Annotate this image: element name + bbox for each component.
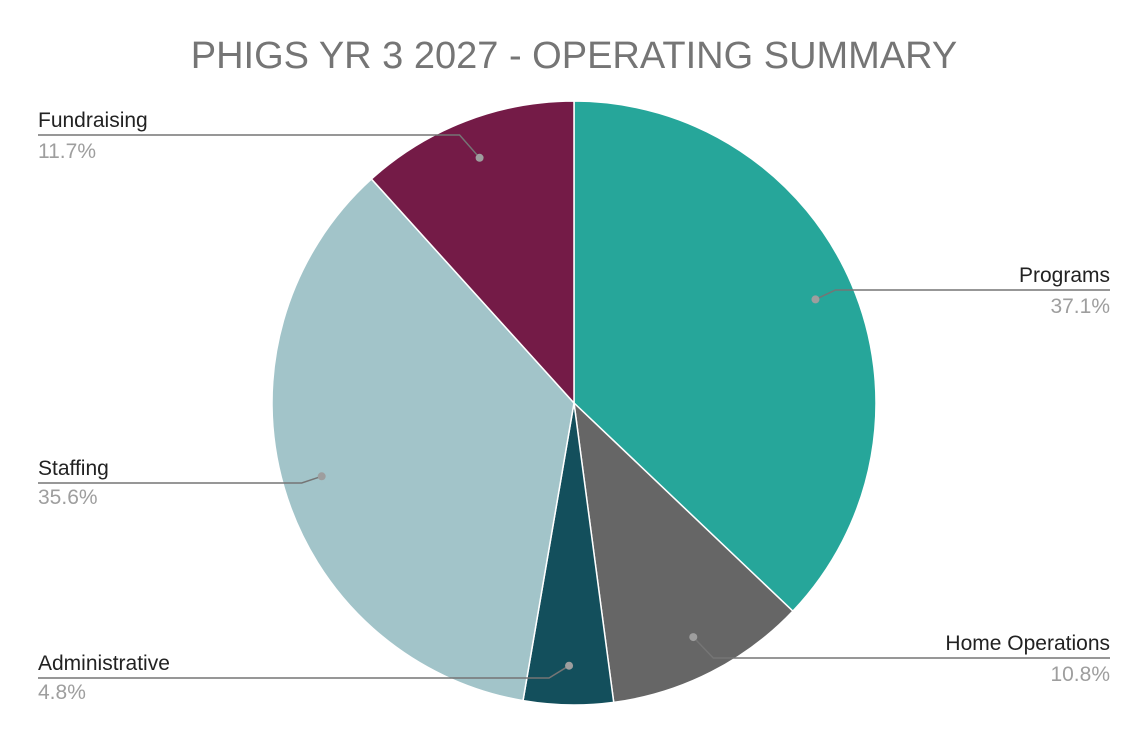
slice-label-home-operations: Home Operations 10.8% <box>689 632 1110 686</box>
leader-dot <box>811 295 820 304</box>
slice-label-staffing: Staffing 35.6% <box>38 457 326 509</box>
leader-dot <box>317 472 326 481</box>
leader-dot <box>565 661 574 670</box>
slice-label-administrative: Administrative 4.8% <box>38 652 574 704</box>
slice-label-fundraising: Fundraising 11.7% <box>38 109 484 163</box>
slice-name-label: Programs <box>1019 264 1110 287</box>
leader-line <box>815 289 1110 301</box>
leader-line <box>692 636 1110 659</box>
pie-slice-programs <box>573 100 877 613</box>
slice-labels: Programs 37.1% Home Operations 10.8% Adminis… <box>38 109 1110 704</box>
slice-percent-label: 35.6% <box>38 486 98 509</box>
pie-slice-fundraising <box>370 100 575 405</box>
leader-line <box>38 134 481 159</box>
leader-line <box>38 665 570 679</box>
slice-name-label: Staffing <box>38 457 109 480</box>
slice-label-programs: Programs 37.1% <box>811 264 1110 318</box>
slice-percent-label: 4.8% <box>38 681 86 704</box>
slice-name-label: Administrative <box>38 652 170 675</box>
slice-percent-label: 11.7% <box>38 140 96 163</box>
slice-name-label: Fundraising <box>38 109 148 132</box>
pie-slice-home-operations <box>572 400 794 704</box>
slice-name-label: Home Operations <box>945 632 1110 655</box>
leader-dot <box>475 153 484 162</box>
pie-slice-staffing <box>271 177 575 702</box>
slice-percent-label: 37.1% <box>1050 295 1110 318</box>
leader-dot <box>689 633 698 642</box>
pie-slices <box>271 100 877 706</box>
leader-line <box>38 475 322 484</box>
chart-title: PHIGS YR 3 2027 - OPERATING SUMMARY <box>191 35 958 77</box>
slice-percent-label: 10.8% <box>1050 663 1110 686</box>
